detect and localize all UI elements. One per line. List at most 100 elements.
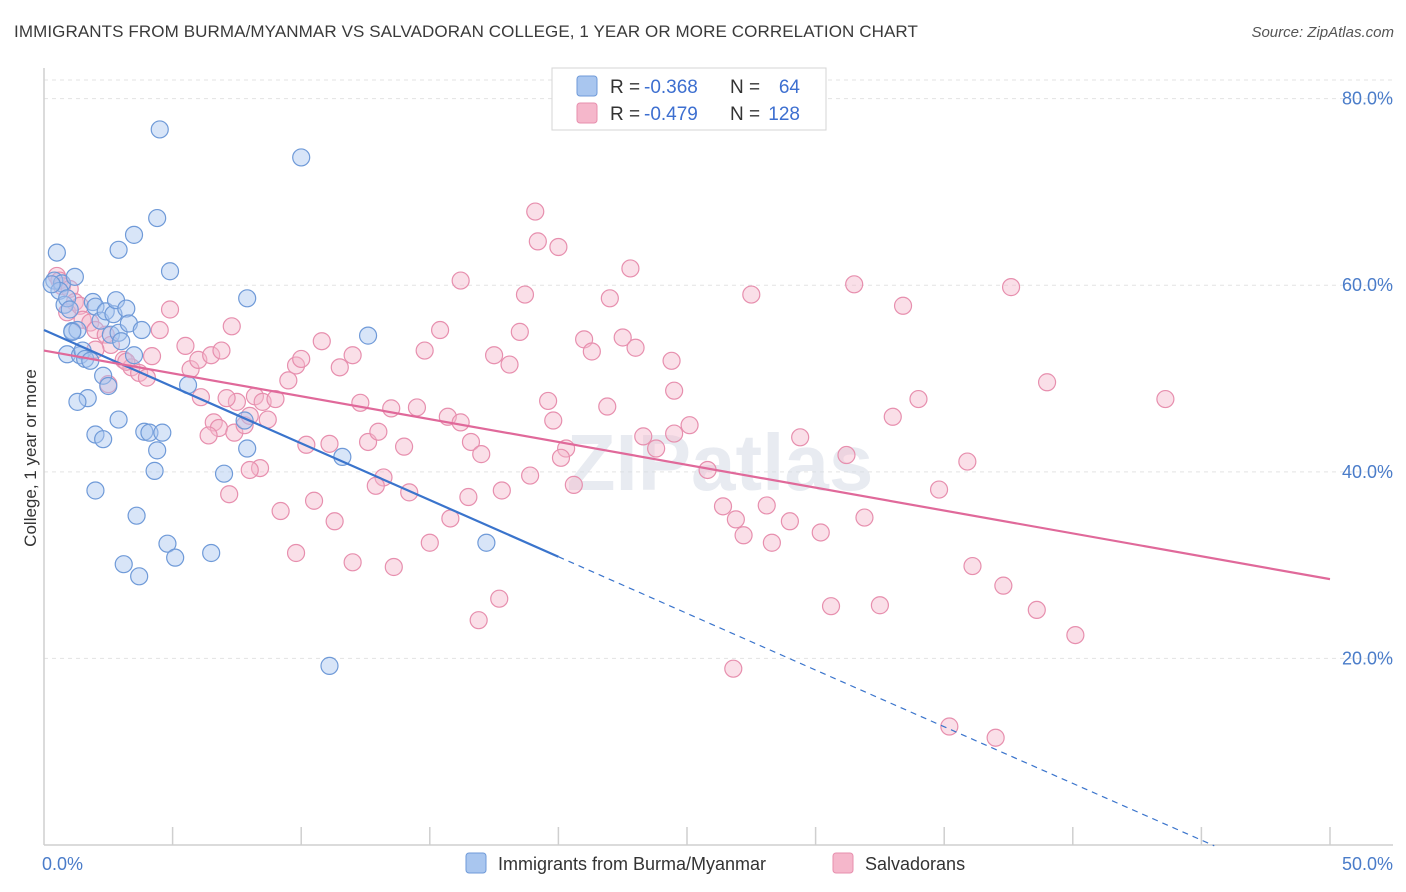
- burma-point-39: [153, 423, 172, 442]
- x-tick-label-min: 0.0%: [42, 854, 83, 874]
- series-burma-myanmar: [42, 120, 496, 675]
- salvadorans-point-103: [724, 659, 743, 678]
- burma-point-52: [124, 225, 144, 244]
- salvadorans-point-64: [510, 322, 529, 341]
- burma-point-32: [94, 430, 113, 449]
- salvadorans-point-129: [662, 351, 681, 370]
- salvadorans-point-126: [526, 202, 545, 221]
- salvadorans-point-97: [1027, 600, 1046, 620]
- salvadorans-point-113: [400, 483, 419, 502]
- bottom-legend-label-pink: Salvadorans: [865, 854, 965, 874]
- salvadorans-point-76: [647, 439, 666, 458]
- legend-n-value-2: 128: [768, 104, 800, 125]
- salvadorans-point-71: [582, 342, 601, 361]
- salvadorans-point-124: [469, 611, 488, 630]
- salvadorans-point-63: [500, 355, 519, 374]
- salvadorans-point-66: [528, 232, 547, 251]
- burma-point-46: [202, 543, 221, 563]
- salvadorans-point-87: [821, 597, 841, 616]
- burma-point-42: [158, 534, 177, 553]
- salvadorans-point-85: [780, 512, 799, 531]
- salvadorans-point-61: [472, 445, 491, 464]
- salvadorans-point-90: [870, 596, 890, 615]
- salvadorans-point-55: [407, 398, 427, 417]
- burma-point-47: [214, 464, 234, 483]
- salvadorans-point-50: [369, 422, 388, 441]
- salvadorans-point-43: [312, 332, 331, 351]
- salvadorans-point-56: [415, 341, 434, 360]
- legend-r-value-1: -0.368: [644, 77, 698, 98]
- burma-point-62: [63, 322, 82, 341]
- salvadorans-point-105: [598, 397, 617, 416]
- salvadorans-point-42: [292, 349, 311, 369]
- salvadorans-point-92: [909, 389, 928, 409]
- salvadorans-point-39: [266, 389, 285, 409]
- salvadorans-point-25: [202, 346, 221, 365]
- salvadorans-point-133: [929, 480, 949, 499]
- salvadorans-point-95: [986, 728, 1005, 747]
- salvadorans-point-132: [845, 275, 864, 294]
- burma-point-5: [58, 289, 77, 308]
- salvadorans-point-98: [1037, 373, 1057, 392]
- grid-lines: [44, 79, 1393, 659]
- salvadorans-point-99: [1066, 625, 1085, 645]
- salvadorans-point-22: [176, 336, 195, 355]
- burma-point-6: [60, 300, 79, 319]
- salvadorans-point-27: [222, 317, 241, 336]
- salvadorans-point-94: [963, 556, 982, 576]
- burma-point-34: [132, 320, 151, 340]
- burma-point-38: [148, 441, 167, 460]
- salvadorans-point-102: [1001, 278, 1021, 297]
- y-tick-label-80: 80.0%: [1342, 89, 1393, 109]
- salvadorans-point-116: [325, 512, 344, 531]
- salvadorans-point-69: [564, 475, 583, 494]
- salvadorans-point-131: [791, 428, 810, 447]
- legend-swatch-pink: [576, 102, 598, 124]
- burma-point-60: [320, 656, 339, 675]
- burma-point-57: [333, 447, 352, 467]
- burma-point-33: [124, 346, 144, 365]
- trend-lines: [43, 329, 1331, 847]
- bottom-legend-swatch-blue: [465, 852, 487, 874]
- burma-point-44: [114, 555, 133, 574]
- watermark: ZIPatlas: [567, 418, 874, 507]
- salvadorans-point-60: [461, 432, 481, 452]
- salvadorans-point-104: [665, 381, 684, 400]
- burma-point-1: [47, 243, 66, 262]
- salvadorans-point-65: [515, 285, 535, 304]
- salvadorans-point-74: [626, 338, 645, 357]
- salvadorans-point-134: [958, 452, 977, 471]
- salvadorans-point-73: [613, 328, 632, 347]
- salvadorans-point-77: [665, 424, 684, 443]
- salvadorans-point-123: [199, 426, 218, 445]
- salvadorans-point-67: [544, 411, 563, 430]
- trend-line-burma-extension: [558, 556, 1215, 847]
- salvadorans-point-62: [485, 346, 504, 365]
- salvadorans-point-21: [160, 300, 180, 319]
- legend-r-value-2: -0.479: [644, 104, 698, 125]
- salvadorans-point-20: [150, 320, 169, 340]
- legend-r-label-2: R =: [610, 104, 640, 125]
- burma-point-16: [68, 392, 87, 411]
- salvadorans-point-128: [621, 259, 640, 278]
- axes: [43, 68, 1393, 846]
- salvadorans-point-117: [304, 491, 324, 510]
- burma-point-54: [160, 262, 180, 281]
- burma-point-30: [109, 410, 128, 429]
- burma-point-41: [127, 506, 146, 525]
- salvadorans-point-100: [1156, 389, 1175, 409]
- salvadorans-point-83: [757, 496, 776, 515]
- salvadorans-point-119: [271, 501, 290, 521]
- burma-point-29: [99, 376, 118, 396]
- salvadorans-point-26: [212, 341, 231, 360]
- salvadorans-point-47: [343, 346, 362, 365]
- legend-n-label-1: N =: [730, 77, 760, 98]
- salvadorans-point-45: [320, 434, 339, 453]
- legend: R = -0.368 N = 64 R = -0.479 N = 128: [551, 67, 827, 131]
- burma-point-18: [86, 297, 105, 316]
- salvadorans-point-110: [459, 487, 478, 507]
- salvadorans-point-88: [837, 445, 856, 465]
- salvadorans-point-81: [726, 510, 745, 529]
- burma-point-55: [238, 289, 257, 308]
